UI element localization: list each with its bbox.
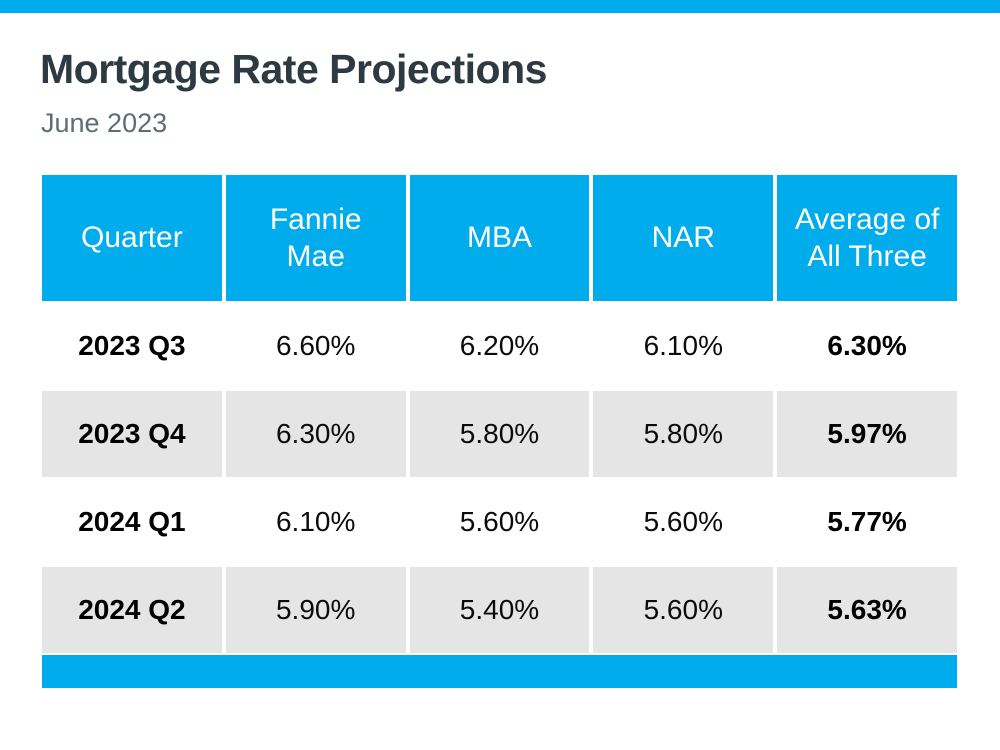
- table-footer-accent-bar: [42, 655, 957, 688]
- mortgage-rate-table: Quarter Fannie Mae MBA NAR Average of Al…: [42, 175, 957, 688]
- header-cell-nar: NAR: [593, 175, 774, 301]
- header-cell-fannie-mae: Fannie Mae: [225, 175, 406, 301]
- table-row: 2023 Q3 6.60% 6.20% 6.10% 6.30%: [42, 303, 957, 389]
- cell-mba: 5.40%: [409, 567, 590, 653]
- cell-quarter: 2023 Q4: [42, 391, 222, 477]
- cell-quarter: 2024 Q2: [42, 567, 222, 653]
- cell-fannie-mae: 5.90%: [225, 567, 406, 653]
- cell-average: 5.77%: [777, 479, 957, 565]
- cell-nar: 5.60%: [593, 567, 774, 653]
- cell-nar: 5.80%: [593, 391, 774, 477]
- header-cell-average: Average of All Three: [777, 175, 957, 301]
- cell-mba: 6.20%: [409, 303, 590, 389]
- table-row: 2024 Q2 5.90% 5.40% 5.60% 5.63%: [42, 567, 957, 653]
- table-row: 2023 Q4 6.30% 5.80% 5.80% 5.97%: [42, 391, 957, 477]
- page-subtitle: June 2023: [41, 108, 168, 138]
- page-title: Mortgage Rate Projections: [40, 46, 547, 92]
- cell-quarter: 2023 Q3: [42, 303, 222, 389]
- table-header-row: Quarter Fannie Mae MBA NAR Average of Al…: [42, 175, 957, 301]
- cell-average: 5.63%: [777, 567, 957, 653]
- cell-fannie-mae: 6.60%: [225, 303, 406, 389]
- cell-fannie-mae: 6.30%: [225, 391, 406, 477]
- cell-quarter: 2024 Q1: [42, 479, 222, 565]
- table-row: 2024 Q1 6.10% 5.60% 5.60% 5.77%: [42, 479, 957, 565]
- cell-mba: 5.60%: [409, 479, 590, 565]
- cell-mba: 5.80%: [409, 391, 590, 477]
- cell-average: 5.97%: [777, 391, 957, 477]
- cell-nar: 5.60%: [593, 479, 774, 565]
- top-accent-bar: [0, 0, 1000, 13]
- header-cell-quarter: Quarter: [42, 175, 222, 301]
- header-cell-mba: MBA: [409, 175, 590, 301]
- cell-fannie-mae: 6.10%: [225, 479, 406, 565]
- cell-nar: 6.10%: [593, 303, 774, 389]
- cell-average: 6.30%: [777, 303, 957, 389]
